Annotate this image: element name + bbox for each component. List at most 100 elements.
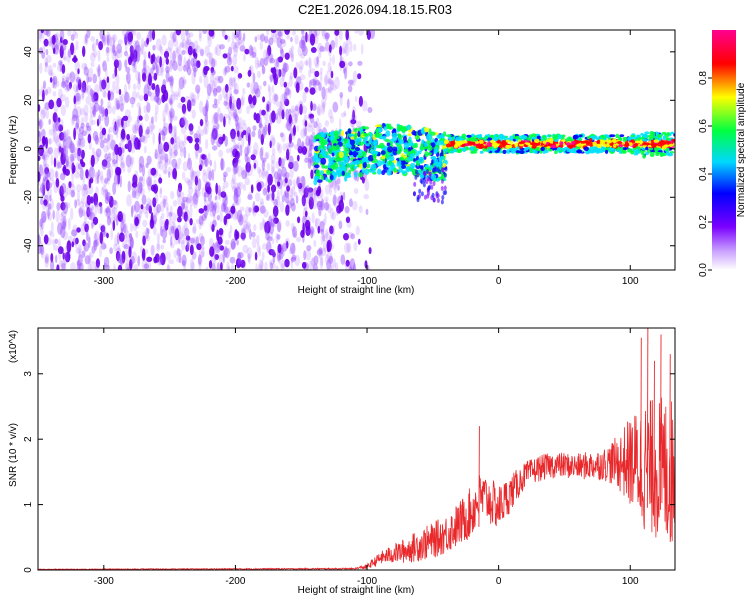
noise-blob — [48, 99, 55, 110]
noise-blob — [236, 122, 240, 132]
noise-blob — [137, 71, 141, 85]
noise-blob — [154, 104, 159, 115]
noise-blob — [99, 30, 104, 40]
noise-blob — [85, 187, 89, 195]
noise-blob — [191, 98, 196, 107]
noise-blob — [38, 120, 41, 126]
noise-blob — [143, 76, 148, 82]
colorbar: 0.00.20.40.60.8 Normalized spectral ampl… — [698, 30, 747, 277]
noise-blob — [93, 102, 100, 112]
noise-blob — [76, 264, 82, 270]
noise-blob — [112, 220, 116, 232]
noise-blob — [79, 138, 83, 149]
noise-blob — [182, 171, 186, 180]
noise-blob — [103, 90, 107, 98]
band-blob — [407, 157, 412, 161]
signal-blob — [548, 134, 552, 137]
noise-blob — [45, 170, 51, 177]
band-blob — [321, 150, 327, 157]
noise-blob — [327, 61, 332, 73]
noise-blob — [78, 126, 85, 135]
noise-blob — [55, 37, 60, 51]
noise-blob — [75, 76, 82, 85]
noise-blob — [72, 30, 77, 37]
noise-blob — [177, 157, 182, 165]
noise-blob — [55, 159, 61, 170]
noise-blob — [228, 111, 232, 121]
noise-blob — [355, 225, 360, 236]
noise-blob — [42, 179, 48, 192]
band-blob — [405, 167, 410, 171]
noise-blob — [109, 247, 113, 255]
noise-blob — [233, 162, 239, 174]
noise-blob — [38, 234, 41, 246]
band-blob — [334, 135, 340, 140]
noise-blob — [270, 191, 275, 204]
noise-blob — [66, 129, 70, 137]
signal-blob — [649, 152, 655, 158]
noise-blob — [150, 244, 156, 256]
noise-blob — [309, 144, 315, 150]
noise-blob — [46, 152, 49, 161]
noise-blob — [199, 216, 205, 227]
noise-blob — [204, 45, 210, 56]
noise-blob — [153, 212, 157, 225]
noise-blob — [194, 145, 199, 158]
noise-blob — [309, 57, 312, 70]
noise-blob — [95, 262, 100, 270]
noise-blob — [169, 111, 173, 125]
noise-blob — [143, 93, 149, 102]
snr-peak — [669, 354, 671, 512]
band-blob — [406, 124, 412, 131]
noise-blob — [273, 198, 279, 208]
noise-blob — [90, 260, 97, 270]
noise-blob — [304, 219, 311, 231]
noise-blob — [256, 182, 262, 192]
noise-blob — [230, 241, 236, 250]
noise-blob — [105, 67, 108, 77]
noise-blob — [288, 141, 294, 148]
noise-blob — [147, 180, 153, 191]
signal-blob — [671, 138, 675, 142]
noise-blob — [128, 246, 132, 258]
noise-blob — [230, 238, 236, 251]
noise-blob — [298, 183, 301, 194]
noise-blob — [132, 90, 137, 101]
noise-blob — [120, 158, 125, 166]
noise-blob — [101, 127, 107, 136]
noise-blob — [104, 108, 109, 117]
noise-blob — [282, 92, 287, 103]
noise-blob — [253, 162, 257, 169]
noise-blob — [276, 142, 281, 152]
noise-blob — [44, 61, 49, 68]
noise-blob — [57, 222, 63, 235]
noise-blob — [351, 265, 356, 270]
noise-blob — [231, 173, 237, 185]
noise-blob — [339, 60, 346, 69]
noise-blob — [314, 62, 320, 68]
band-blob — [390, 162, 395, 168]
noise-blob — [194, 175, 199, 186]
noise-blob — [235, 194, 241, 206]
noise-blob — [214, 201, 220, 214]
noise-blob — [106, 105, 113, 115]
signal-blob — [450, 146, 454, 152]
noise-blob — [242, 122, 248, 133]
noise-blob — [172, 60, 178, 71]
noise-blob — [279, 201, 284, 213]
noise-blob — [216, 214, 220, 221]
noise-blob — [38, 30, 42, 43]
noise-blob — [265, 170, 269, 182]
noise-blob — [60, 225, 66, 239]
noise-blob — [59, 94, 66, 102]
signal-blob — [592, 141, 597, 146]
noise-blob — [230, 134, 234, 143]
noise-blob — [216, 85, 222, 93]
noise-blob — [297, 145, 303, 154]
noise-blob — [331, 79, 335, 86]
noise-blob — [253, 142, 259, 155]
noise-blob — [159, 201, 165, 213]
noise-blob — [326, 251, 333, 261]
noise-blob — [87, 207, 93, 216]
